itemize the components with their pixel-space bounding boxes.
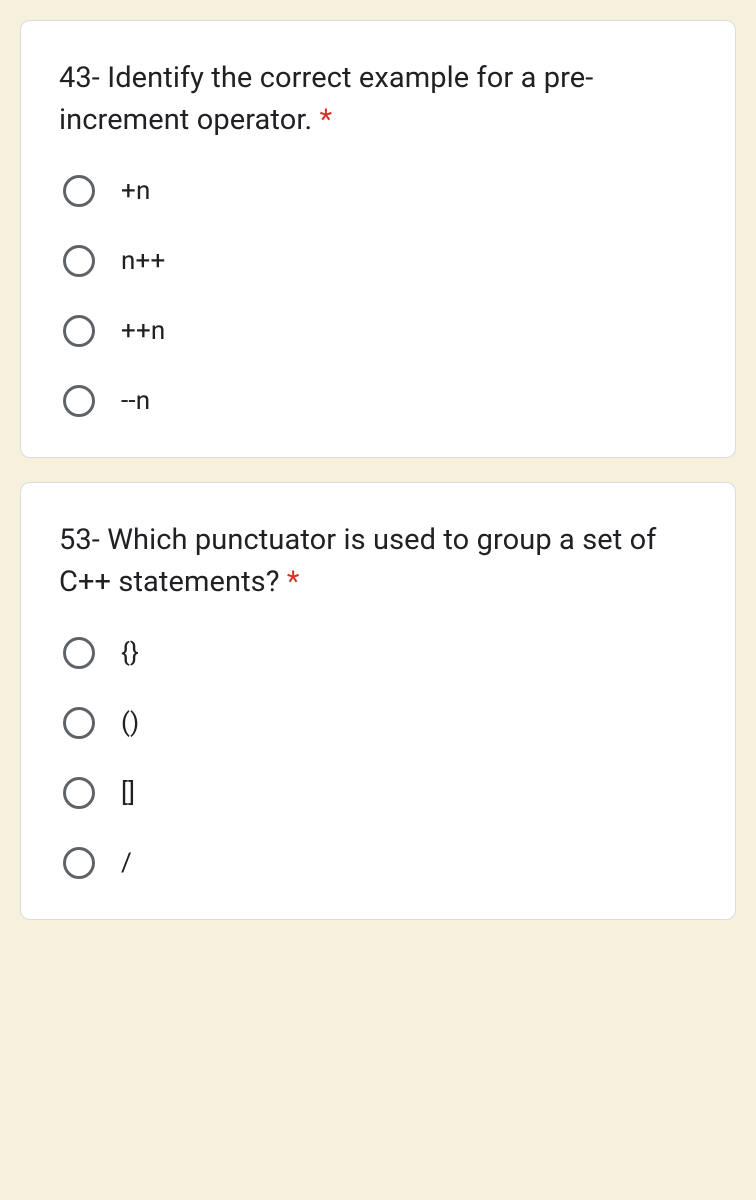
option-label: ++n bbox=[121, 316, 165, 346]
required-asterisk: * bbox=[280, 565, 300, 599]
radio-icon bbox=[63, 175, 95, 207]
radio-option[interactable]: --n bbox=[63, 385, 697, 417]
question-card: 43- Identify the correct example for a p… bbox=[20, 20, 736, 458]
radio-option[interactable]: [] bbox=[63, 777, 697, 809]
option-label: --n bbox=[121, 386, 150, 416]
option-label: n++ bbox=[121, 246, 165, 276]
radio-option[interactable]: n++ bbox=[63, 245, 697, 277]
question-text: 53- Which punctuator is used to group a … bbox=[59, 523, 656, 599]
radio-icon bbox=[63, 777, 95, 809]
radio-option[interactable]: ++n bbox=[63, 315, 697, 347]
radio-option[interactable]: / bbox=[63, 847, 697, 879]
options-group: +n n++ ++n --n bbox=[59, 175, 697, 417]
options-group: {} () [] / bbox=[59, 637, 697, 879]
radio-option[interactable]: +n bbox=[63, 175, 697, 207]
question-card: 53- Which punctuator is used to group a … bbox=[20, 482, 736, 920]
radio-option[interactable]: {} bbox=[63, 637, 697, 669]
option-label: +n bbox=[121, 176, 151, 206]
option-label: {} bbox=[121, 638, 139, 668]
option-label: () bbox=[121, 708, 139, 738]
required-asterisk: * bbox=[312, 103, 332, 137]
radio-icon bbox=[63, 637, 95, 669]
radio-icon bbox=[63, 315, 95, 347]
option-label: / bbox=[121, 848, 132, 878]
option-label: [] bbox=[121, 778, 135, 808]
radio-icon bbox=[63, 385, 95, 417]
question-title: 53- Which punctuator is used to group a … bbox=[59, 519, 697, 603]
radio-icon bbox=[63, 245, 95, 277]
radio-icon bbox=[63, 707, 95, 739]
question-title: 43- Identify the correct example for a p… bbox=[59, 57, 697, 141]
radio-option[interactable]: () bbox=[63, 707, 697, 739]
radio-icon bbox=[63, 847, 95, 879]
